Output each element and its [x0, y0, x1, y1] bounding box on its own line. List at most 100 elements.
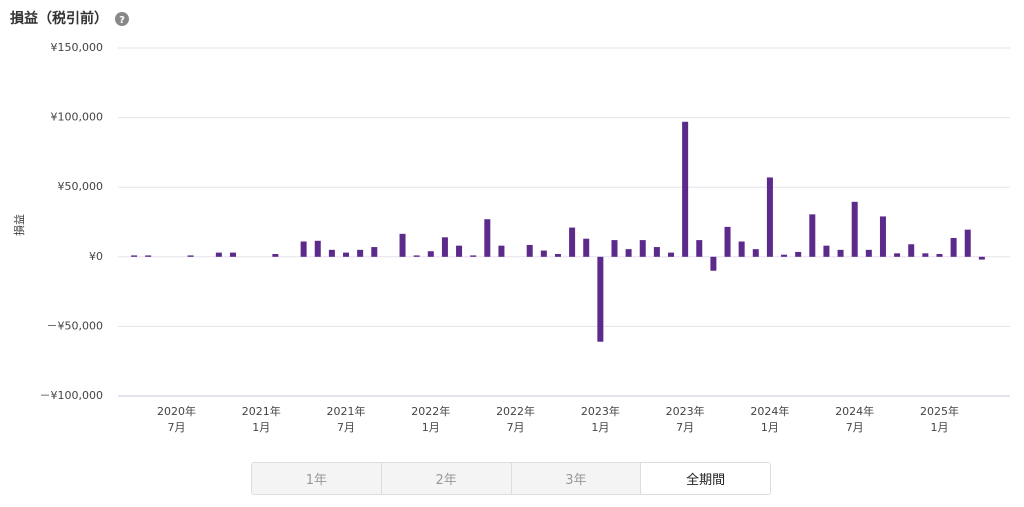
bar	[781, 254, 788, 257]
bar	[597, 256, 604, 342]
bar	[300, 241, 307, 257]
bar	[357, 249, 364, 257]
y-tick-label: ¥100,000	[51, 111, 104, 124]
chart: 損益（税引前） ? 損益 －¥100,000 －¥50,000 ¥0 ¥50,000 ¥…	[10, 10, 1010, 434]
x-tick-label-year: 2022年	[411, 404, 450, 418]
x-tick-label-year: 2020年	[157, 404, 196, 418]
bar	[837, 249, 844, 257]
bar	[272, 254, 279, 257]
bar	[399, 233, 406, 257]
bar	[470, 255, 477, 257]
x-tick-label-month: 7月	[676, 421, 694, 434]
bar	[498, 245, 505, 257]
x-tick-label-month: 7月	[167, 421, 185, 434]
bar	[696, 240, 703, 257]
x-tick-label-month: 7月	[846, 421, 864, 434]
bar	[710, 256, 717, 271]
chart-title: 損益（税引前）	[10, 10, 108, 27]
bar	[964, 229, 971, 257]
x-tick-label-year: 2021年	[327, 404, 366, 418]
bar	[738, 241, 745, 257]
bar	[752, 249, 759, 257]
x-tick-label: 2021年 1月	[242, 404, 281, 434]
x-tick-label-year: 2024年	[750, 404, 789, 418]
x-tick-label: 2020年 7月	[157, 404, 196, 434]
bar	[865, 249, 872, 257]
y-axis-label: 損益	[12, 214, 26, 236]
bar	[625, 249, 632, 257]
x-tick-label-month: 1月	[252, 421, 270, 434]
bar	[611, 240, 618, 257]
bar	[653, 247, 660, 257]
y-tick-label: ¥50,000	[58, 180, 104, 193]
range-button[interactable]: 1年	[252, 463, 382, 494]
bar	[950, 238, 957, 257]
x-tick-label-year: 2023年	[581, 404, 620, 418]
bar	[879, 216, 886, 257]
bar	[145, 255, 152, 257]
y-tick-label: －¥100,000	[40, 389, 104, 402]
bar	[724, 226, 731, 257]
bar	[668, 252, 675, 257]
bar	[328, 249, 335, 257]
x-tick-label-month: 1月	[930, 421, 948, 434]
x-tick-label: 2022年 7月	[496, 404, 535, 434]
x-tick-label: 2022年 1月	[411, 404, 450, 434]
x-tick-label-month: 7月	[337, 421, 355, 434]
x-tick-label: 2023年 7月	[666, 404, 705, 434]
y-tick-label: ¥0	[89, 250, 103, 263]
bar	[908, 244, 915, 257]
x-tick-label-year: 2024年	[835, 404, 874, 418]
range-button[interactable]: 全期間	[641, 463, 770, 494]
help-icon[interactable]	[115, 12, 129, 26]
x-tick-label-month: 1月	[761, 421, 779, 434]
x-tick-label: 2024年 7月	[835, 404, 874, 434]
x-tick-label: 2025年 1月	[920, 404, 959, 434]
range-button[interactable]: 2年	[381, 463, 512, 494]
bar	[215, 252, 222, 257]
bar	[427, 251, 434, 257]
bar	[131, 255, 138, 257]
bar	[795, 251, 802, 257]
bar	[314, 240, 321, 257]
bar	[922, 253, 929, 257]
help-icon-glyph: ?	[119, 15, 125, 26]
x-tick-label: 2021年 7月	[327, 404, 366, 434]
x-tick-label-year: 2021年	[242, 404, 281, 418]
bar	[371, 247, 378, 257]
bar	[484, 219, 491, 257]
bar	[583, 238, 590, 257]
bar	[187, 255, 194, 257]
bar	[441, 237, 448, 257]
x-tick-label-year: 2023年	[666, 404, 705, 418]
bar	[569, 227, 576, 257]
bar	[639, 240, 646, 257]
x-tick-label-year: 2022年	[496, 404, 535, 418]
range-button[interactable]: 3年	[511, 463, 642, 494]
bar	[682, 121, 689, 257]
bar	[766, 177, 773, 257]
y-tick-label: －¥50,000	[47, 319, 104, 332]
bar	[823, 245, 830, 257]
bar	[894, 253, 901, 257]
x-tick-label: 2023年 1月	[581, 404, 620, 434]
bar	[978, 256, 985, 260]
x-tick-label-month: 1月	[422, 421, 440, 434]
bar	[456, 245, 463, 257]
x-tick-label: 2024年 1月	[750, 404, 789, 434]
x-tick-label-month: 7月	[507, 421, 525, 434]
bar	[526, 244, 533, 257]
bar	[554, 254, 561, 257]
x-tick-label-year: 2025年	[920, 404, 959, 418]
y-tick-label: ¥150,000	[51, 41, 104, 54]
bar	[413, 255, 420, 257]
range-selector: 1年 2年 3年 全期間	[251, 462, 771, 495]
bar	[343, 252, 350, 257]
bar	[809, 214, 816, 257]
bar	[540, 250, 547, 257]
bar	[229, 252, 236, 257]
bar	[936, 254, 943, 257]
bar	[851, 201, 858, 257]
x-tick-label-month: 1月	[591, 421, 609, 434]
